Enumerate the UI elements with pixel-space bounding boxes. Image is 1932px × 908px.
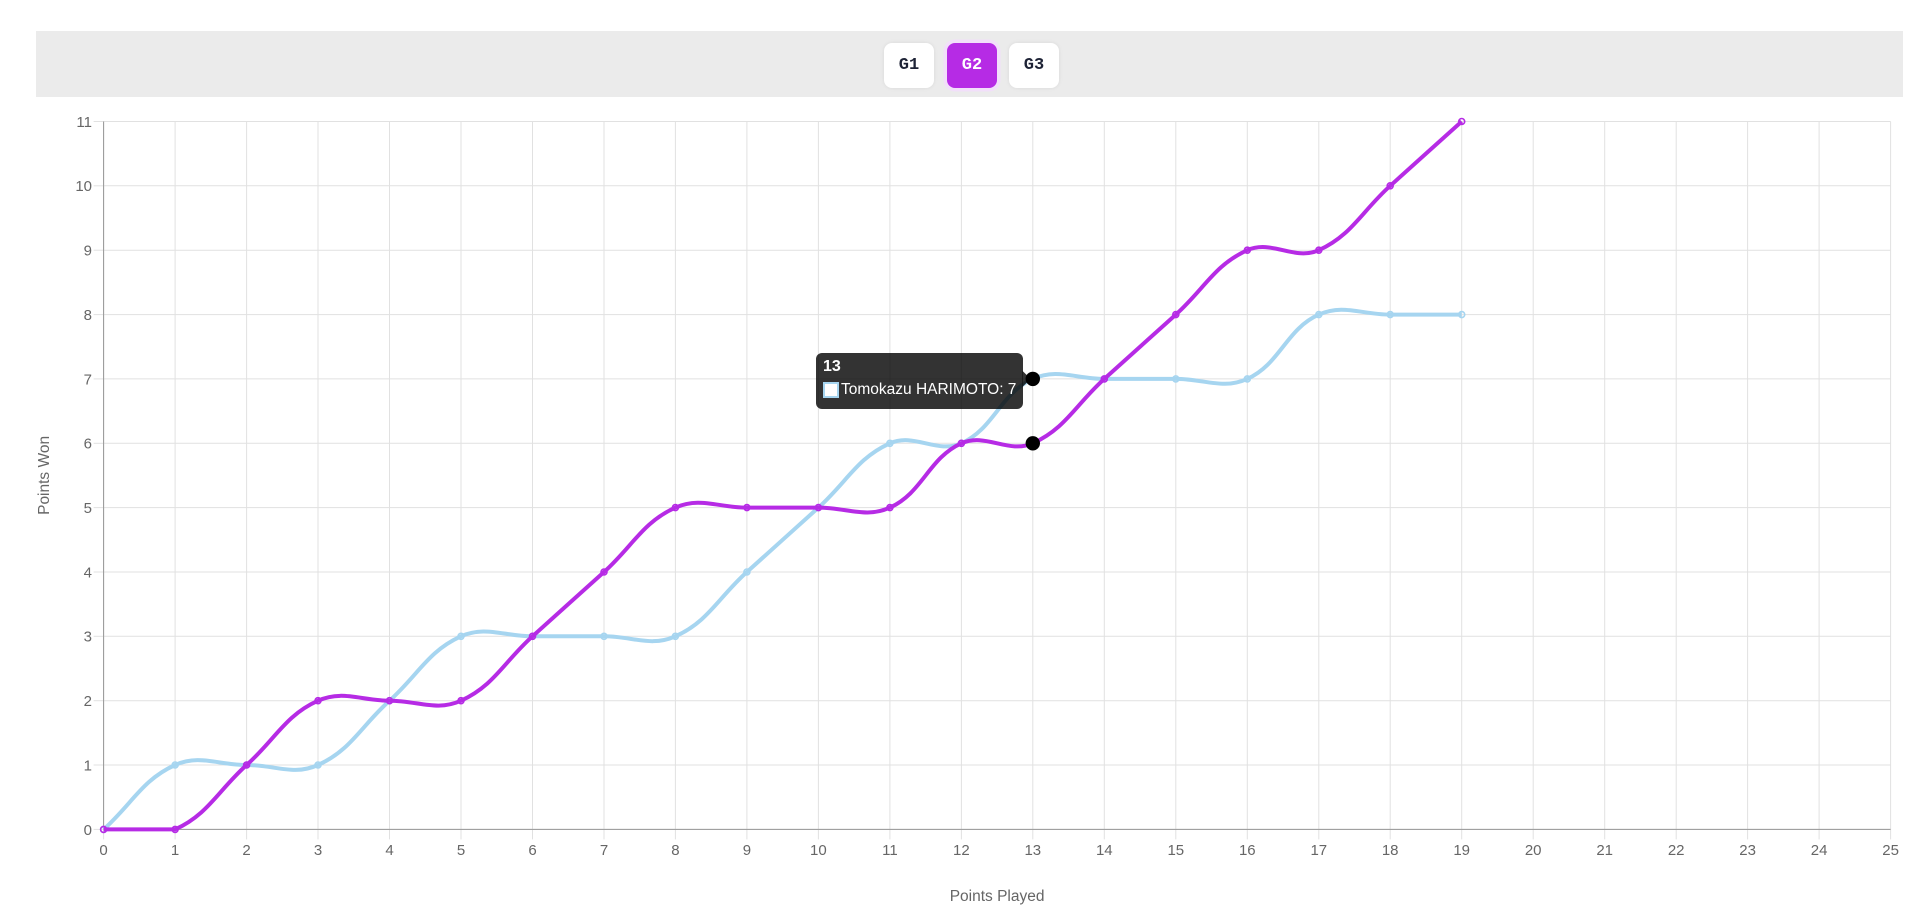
svg-text:12: 12 [953,842,970,859]
svg-text:2: 2 [84,693,92,710]
svg-text:Points Won: Points Won [36,436,53,515]
svg-text:11: 11 [76,114,92,131]
svg-text:25: 25 [1882,842,1899,859]
svg-text:22: 22 [1668,842,1685,859]
svg-text:10: 10 [810,842,827,859]
svg-text:1: 1 [84,757,92,774]
svg-text:8: 8 [84,307,92,324]
svg-text:4: 4 [385,842,393,859]
svg-text:2: 2 [242,842,250,859]
svg-text:24: 24 [1811,842,1828,859]
svg-text:6: 6 [528,842,536,859]
svg-text:17: 17 [1310,842,1327,859]
svg-text:9: 9 [84,243,92,260]
svg-text:6: 6 [84,436,92,453]
svg-text:21: 21 [1596,842,1613,859]
svg-text:5: 5 [457,842,465,859]
svg-text:0: 0 [84,822,92,839]
svg-text:3: 3 [84,629,92,646]
svg-text:18: 18 [1382,842,1399,859]
svg-text:15: 15 [1167,842,1184,859]
svg-text:14: 14 [1096,842,1113,859]
svg-text:5: 5 [84,500,92,517]
svg-text:7: 7 [600,842,608,859]
svg-text:0: 0 [99,842,107,859]
svg-text:20: 20 [1525,842,1542,859]
svg-text:4: 4 [84,564,92,581]
svg-text:11: 11 [882,842,898,859]
svg-text:3: 3 [314,842,322,859]
svg-text:10: 10 [75,178,92,195]
svg-text:Points Played: Points Played [950,888,1045,905]
svg-text:8: 8 [671,842,679,859]
svg-text:13: 13 [1024,842,1041,859]
svg-text:16: 16 [1239,842,1256,859]
svg-text:9: 9 [743,842,751,859]
svg-text:23: 23 [1739,842,1756,859]
svg-text:19: 19 [1453,842,1470,859]
svg-text:1: 1 [171,842,179,859]
svg-text:7: 7 [84,371,92,388]
